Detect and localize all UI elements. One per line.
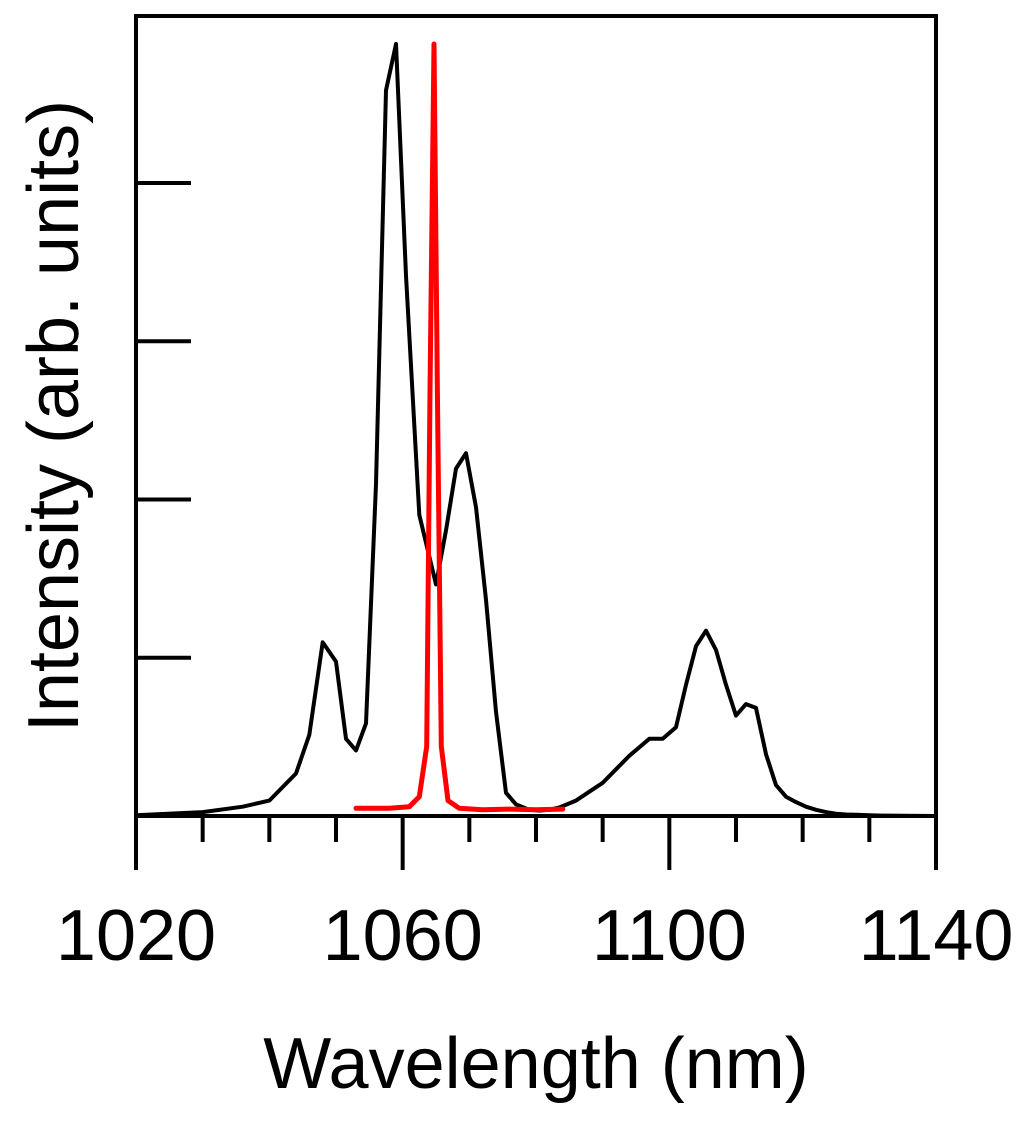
x-axis-ticks: [136, 816, 936, 870]
series-layer: [136, 44, 936, 816]
plot-frame: [136, 16, 936, 816]
x-tick-label: 1140: [859, 896, 1014, 976]
y-axis-ticks: [136, 183, 191, 658]
x-axis-tick-labels: 1020 1060 1100 1140: [56, 896, 1014, 976]
x-tick-label: 1060: [323, 896, 483, 976]
x-tick-label: 1100: [592, 896, 747, 976]
broadband-spectrum-line: [136, 44, 936, 816]
x-axis-label: Wavelength (nm): [263, 1024, 809, 1104]
narrow-line-series: [356, 44, 563, 810]
x-tick-label: 1020: [56, 896, 216, 976]
y-axis-label: Intensity (arb. units): [14, 100, 94, 732]
